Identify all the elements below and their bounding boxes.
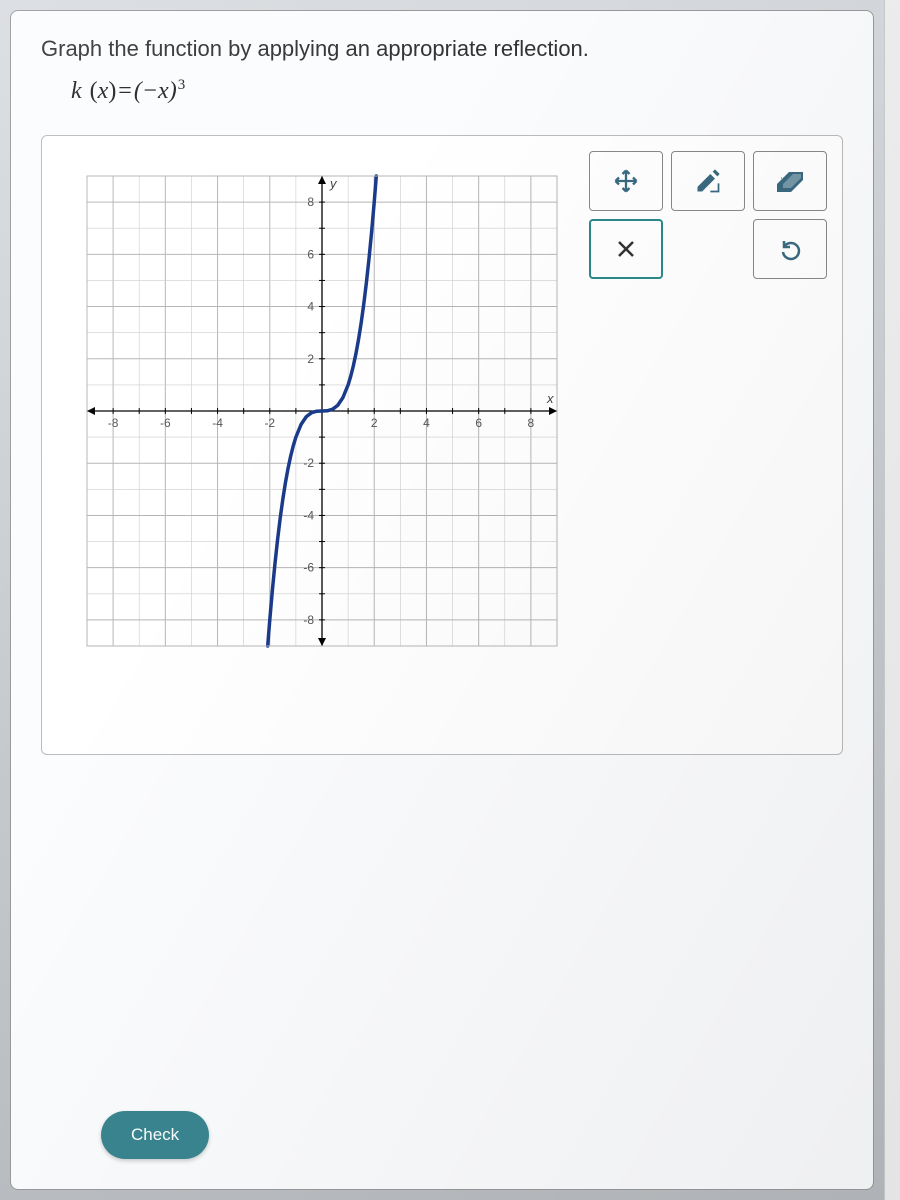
svg-text:-8: -8 xyxy=(303,613,314,627)
check-button[interactable]: Check xyxy=(101,1111,209,1159)
function-equation: k (x) = (−x)3 xyxy=(71,77,843,105)
svg-text:-2: -2 xyxy=(264,416,275,430)
svg-text:-6: -6 xyxy=(303,561,314,575)
eq-rhs: (−x) xyxy=(134,78,177,104)
graph-panel: -8-6-4-22468-8-6-4-22468xy xyxy=(41,135,843,755)
eq-open: ( xyxy=(88,78,98,104)
tool-panel xyxy=(589,151,827,279)
svg-text:2: 2 xyxy=(371,416,378,430)
svg-text:-4: -4 xyxy=(212,416,223,430)
coordinate-graph[interactable]: -8-6-4-22468-8-6-4-22468xy xyxy=(57,146,587,676)
undo-icon xyxy=(778,237,802,261)
svg-text:6: 6 xyxy=(475,416,482,430)
svg-text:-4: -4 xyxy=(303,508,314,522)
reset-tool-button[interactable] xyxy=(753,219,827,279)
question-card: Graph the function by applying an approp… xyxy=(10,10,874,1190)
close-icon xyxy=(616,239,636,259)
instruction-text: Graph the function by applying an approp… xyxy=(41,36,843,62)
pencil-ruler-icon xyxy=(694,167,722,195)
svg-text:8: 8 xyxy=(307,195,314,209)
eq-exp: 3 xyxy=(178,77,186,93)
svg-text:-6: -6 xyxy=(160,416,171,430)
scrollbar[interactable] xyxy=(884,0,900,1200)
eraser-tool-button[interactable] xyxy=(753,151,827,211)
eq-var: x xyxy=(98,78,109,104)
svg-text:x: x xyxy=(546,391,554,406)
eq-fname: k xyxy=(71,78,82,104)
eraser-icon xyxy=(775,170,805,192)
clear-tool-button[interactable] xyxy=(589,219,663,279)
svg-text:-2: -2 xyxy=(303,456,314,470)
svg-text:2: 2 xyxy=(307,352,314,366)
edit-tool-button[interactable] xyxy=(671,151,745,211)
move-icon xyxy=(612,167,640,195)
eq-close: ) = xyxy=(108,78,134,104)
svg-text:4: 4 xyxy=(423,416,430,430)
move-tool-button[interactable] xyxy=(589,151,663,211)
svg-text:-8: -8 xyxy=(108,416,119,430)
svg-text:8: 8 xyxy=(528,416,535,430)
svg-text:4: 4 xyxy=(307,300,314,314)
svg-text:6: 6 xyxy=(307,247,314,261)
